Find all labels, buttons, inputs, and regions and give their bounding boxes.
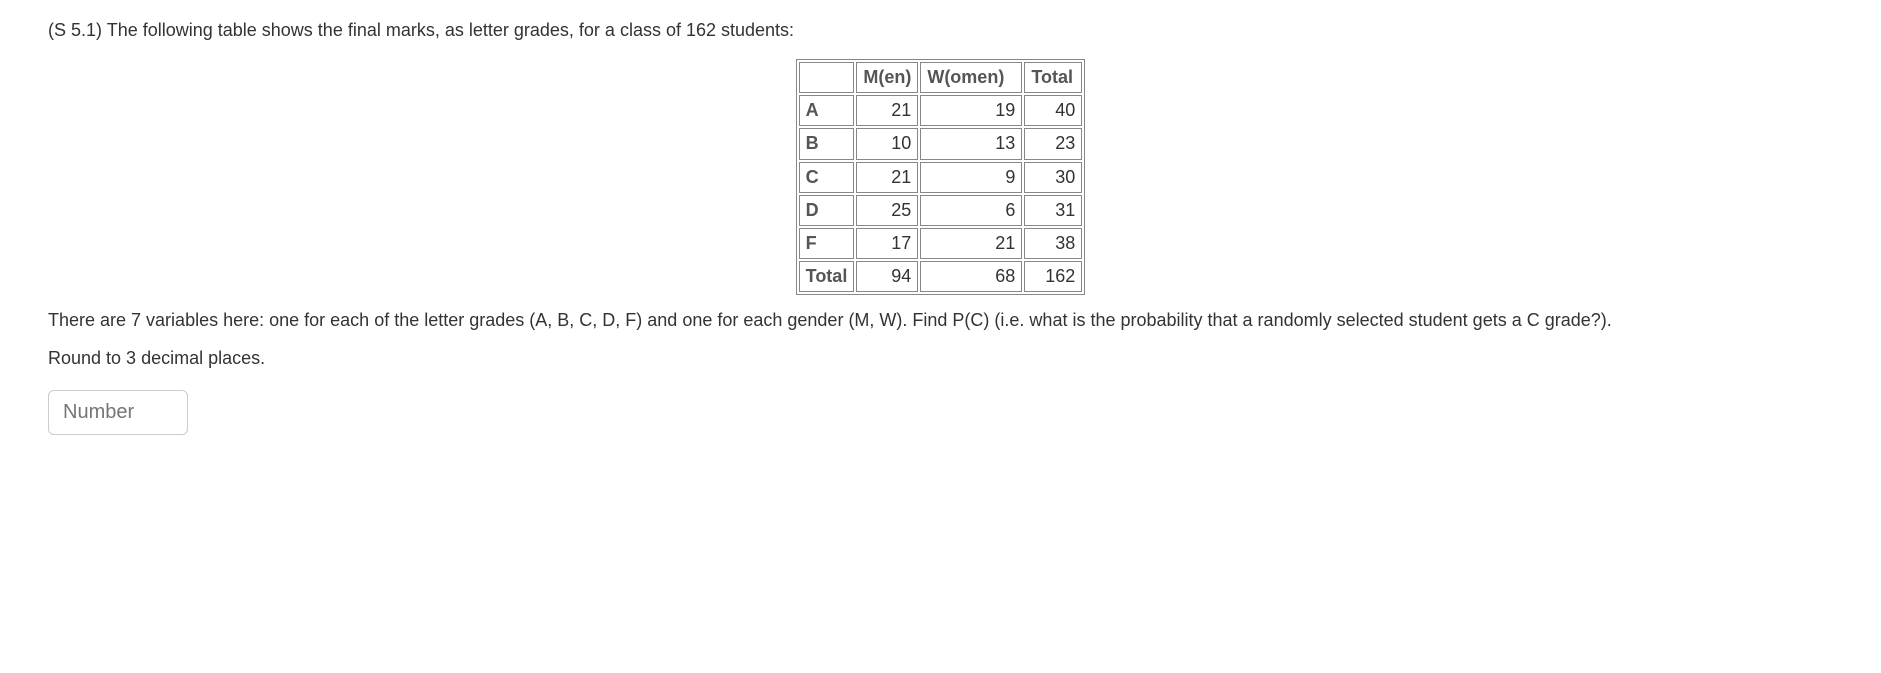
table-header-row: M(en) W(omen) Total <box>799 62 1083 93</box>
cell-total: 38 <box>1024 228 1082 259</box>
question-text: There are 7 variables here: one for each… <box>48 307 1833 333</box>
row-label: C <box>799 162 855 193</box>
col-header-blank <box>799 62 855 93</box>
col-header-men: M(en) <box>856 62 918 93</box>
cell-women: 19 <box>920 95 1022 126</box>
row-label-total: Total <box>799 261 855 292</box>
row-label: A <box>799 95 855 126</box>
cell-total: 40 <box>1024 95 1082 126</box>
cell-men-total: 94 <box>856 261 918 292</box>
cell-men: 25 <box>856 195 918 226</box>
cell-women: 9 <box>920 162 1022 193</box>
cell-grand-total: 162 <box>1024 261 1082 292</box>
rounding-instruction: Round to 3 decimal places. <box>48 345 1833 371</box>
col-header-women: W(omen) <box>920 62 1022 93</box>
table-row: C 21 9 30 <box>799 162 1083 193</box>
grades-table-wrap: M(en) W(omen) Total A 21 19 40 B 10 13 2… <box>48 59 1833 295</box>
grades-table: M(en) W(omen) Total A 21 19 40 B 10 13 2… <box>796 59 1086 295</box>
answer-input[interactable] <box>48 390 188 435</box>
cell-women: 13 <box>920 128 1022 159</box>
cell-men: 21 <box>856 162 918 193</box>
table-row-total: Total 94 68 162 <box>799 261 1083 292</box>
row-label: F <box>799 228 855 259</box>
row-label: B <box>799 128 855 159</box>
cell-men: 10 <box>856 128 918 159</box>
col-header-total: Total <box>1024 62 1082 93</box>
cell-total: 23 <box>1024 128 1082 159</box>
table-row: F 17 21 38 <box>799 228 1083 259</box>
cell-total: 31 <box>1024 195 1082 226</box>
cell-women: 21 <box>920 228 1022 259</box>
question-intro: (S 5.1) The following table shows the fi… <box>48 20 1833 41</box>
cell-men: 21 <box>856 95 918 126</box>
row-label: D <box>799 195 855 226</box>
table-row: A 21 19 40 <box>799 95 1083 126</box>
table-row: D 25 6 31 <box>799 195 1083 226</box>
cell-women-total: 68 <box>920 261 1022 292</box>
cell-men: 17 <box>856 228 918 259</box>
table-row: B 10 13 23 <box>799 128 1083 159</box>
cell-women: 6 <box>920 195 1022 226</box>
cell-total: 30 <box>1024 162 1082 193</box>
